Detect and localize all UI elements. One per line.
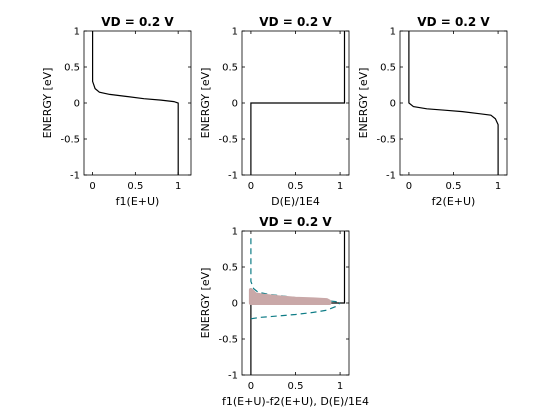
series-line-1 [408, 31, 499, 175]
y-tick-label: -1 [70, 171, 80, 182]
y-axis-label: ENERGY [eV] [199, 268, 212, 339]
x-axis-label: D(E)/1E4 [271, 195, 320, 208]
series-line-3 [250, 302, 341, 320]
x-axis-label: f1(E+U)-f2(E+U), D(E)/1E4 [222, 395, 369, 408]
y-tick-label: 0.5 [222, 263, 238, 274]
chart-title: VD = 0.2 V [259, 215, 332, 229]
x-tick-label: 1 [495, 181, 501, 192]
y-tick-label: 0.5 [64, 63, 80, 74]
y-tick-label: 1 [232, 227, 238, 238]
y-tick-label: 0.5 [222, 63, 238, 74]
y-axis-label: ENERGY [eV] [199, 68, 212, 139]
x-axis-label: f2(E+U) [432, 195, 476, 208]
x-tick-label: 0 [248, 181, 254, 192]
y-tick-label: -0.5 [60, 135, 80, 146]
y-axis-label: ENERGY [eV] [41, 68, 54, 139]
y-tick-label: 0 [390, 99, 396, 110]
chart-title: VD = 0.2 V [101, 15, 174, 29]
x-tick-label: 0.5 [288, 381, 304, 392]
y-tick-label: 0 [232, 99, 238, 110]
x-tick-label: 1 [337, 381, 343, 392]
y-tick-label: 1 [390, 27, 396, 38]
y-tick-label: 0 [74, 99, 80, 110]
series-line-1 [250, 31, 346, 175]
x-tick-label: 0.5 [288, 181, 304, 192]
x-tick-label: 0.5 [127, 181, 143, 192]
axes-box [399, 30, 508, 176]
x-tick-label: 0 [406, 181, 412, 192]
y-tick-label: -1 [228, 171, 238, 182]
subplot-2: 0 0.5 1 -1 -0.5 0 0.5 1 VD = 0.2 V D(E)/1E4 ENERGY… [199, 15, 350, 208]
y-tick-label: -0.5 [218, 135, 238, 146]
y-tick-label: 1 [74, 27, 80, 38]
chart-title: VD = 0.2 V [259, 15, 332, 29]
x-tick-label: 0 [89, 181, 95, 192]
y-tick-label: 0 [232, 299, 238, 310]
y-tick-label: -0.5 [376, 135, 396, 146]
subplot-4: 0 0.5 1 -1 -0.5 0 0.5 1 VD = 0.2 V f1(E+U)-f2(E+U… [199, 215, 369, 408]
y-axis-label: ENERGY [eV] [357, 68, 370, 139]
y-tick-label: 1 [232, 27, 238, 38]
subplot-1: 0 0.5 1 -1 -0.5 0 0.5 1 VD = 0.2 V f1(E+U) ENERGY … [41, 15, 192, 208]
x-tick-label: 0 [248, 381, 254, 392]
series-line-2 [250, 238, 341, 304]
x-axis-label: f1(E+U) [116, 195, 160, 208]
x-tick-label: 1 [175, 181, 181, 192]
subplot-3: 0 0.5 1 -1 -0.5 0 0.5 1 VD = 0.2 V f2(E+U) ENERGY … [357, 15, 508, 208]
y-tick-label: -1 [386, 171, 396, 182]
y-tick-label: 0.5 [380, 63, 396, 74]
axes-box [83, 30, 192, 176]
series-area-4 [248, 288, 332, 305]
series-line-1 [91, 31, 179, 175]
y-tick-label: -1 [228, 371, 238, 382]
chart-title: VD = 0.2 V [417, 15, 490, 29]
y-tick-label: -0.5 [218, 335, 238, 346]
x-tick-label: 0.5 [446, 181, 462, 192]
x-tick-label: 1 [337, 181, 343, 192]
